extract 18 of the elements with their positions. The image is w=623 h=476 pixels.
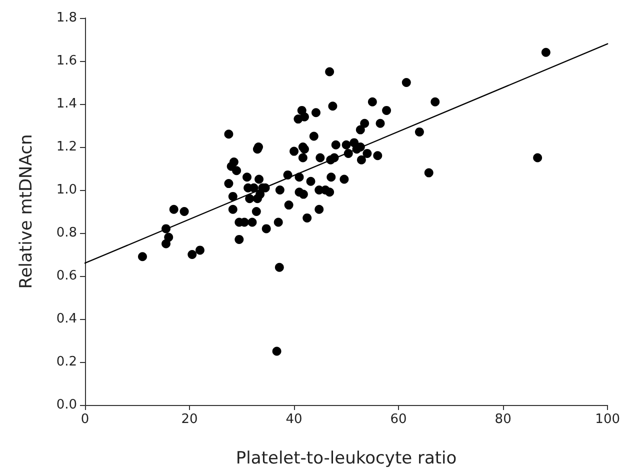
y-tick-label: 1.6 (56, 54, 77, 68)
x-tick-label: 80 (494, 412, 512, 427)
y-tick-label: 0.4 (56, 312, 77, 326)
y-axis-title: Relative mtDNAcn (16, 134, 36, 289)
y-tick-label: 1.0 (56, 182, 77, 198)
y-tick-label: 1.4 (56, 96, 77, 112)
x-axis-title: Platelet-to-leukocyte ratio (236, 448, 457, 468)
y-tick-label: 0.8 (56, 226, 77, 240)
y-tick-label: 1.8 (56, 10, 77, 26)
x-tick-label: 0 (80, 412, 90, 427)
y-tick-label: 0.0 (56, 398, 77, 412)
x-tick-label: 100 (595, 412, 620, 427)
x-tick-label: 40 (286, 412, 302, 427)
y-tick-label: 0.2 (56, 354, 77, 370)
x-tick-label: 60 (390, 412, 407, 427)
y-tick-label: 1.2 (56, 140, 77, 154)
y-tick-label: 0.6 (56, 268, 77, 284)
x-tick-label: 20 (181, 412, 198, 427)
